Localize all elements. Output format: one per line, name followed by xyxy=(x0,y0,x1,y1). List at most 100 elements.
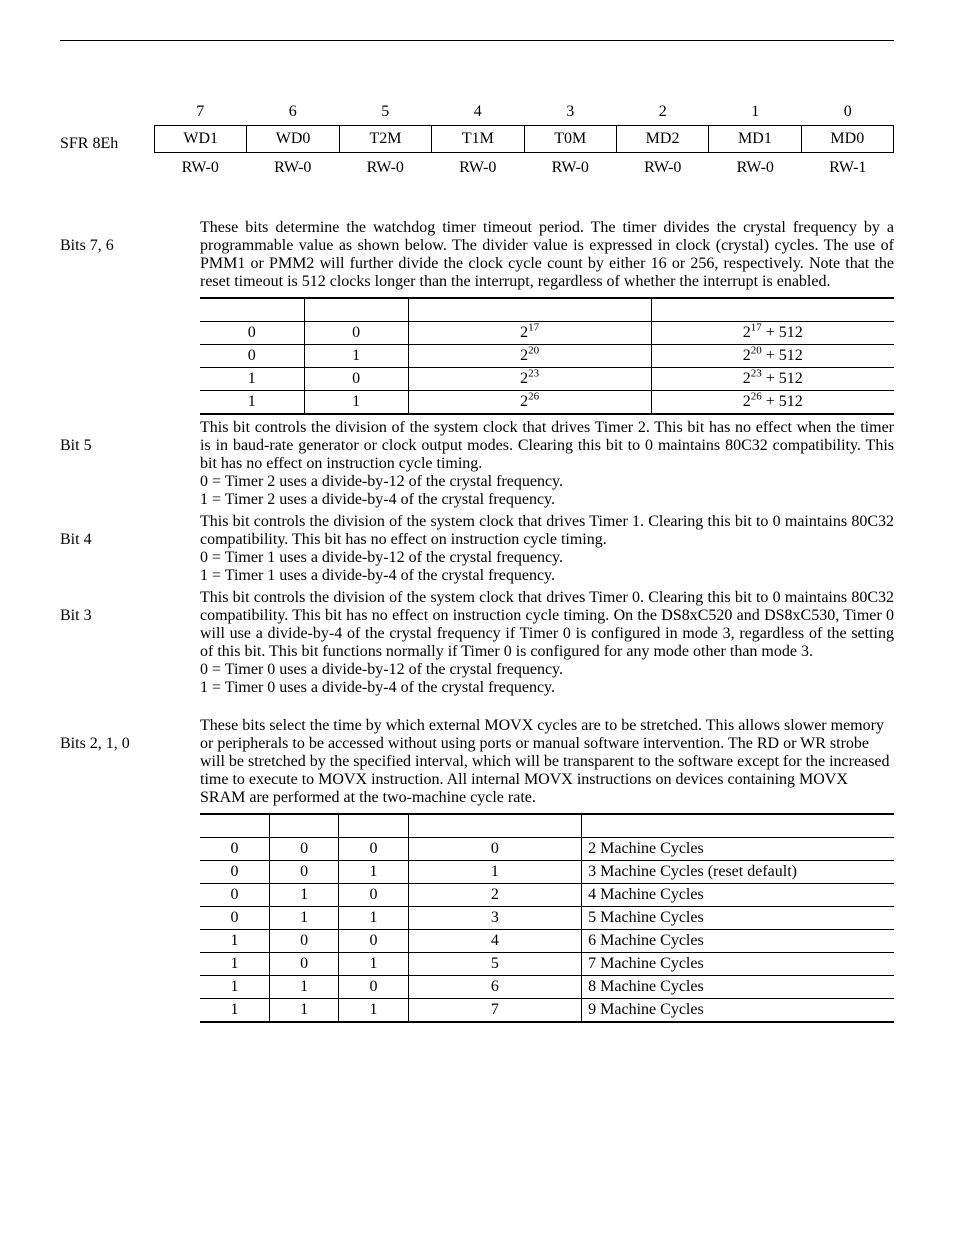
table-cell: 1 xyxy=(200,391,304,415)
page-top-rule xyxy=(60,40,894,41)
bit-definition-body: These bits determine the watchdog timer … xyxy=(200,219,894,415)
table-cell: 0 xyxy=(200,322,304,345)
table-cell: 0 xyxy=(339,884,408,907)
bit-definition: Bit 4This bit controls the division of t… xyxy=(60,513,894,585)
bit-option-line: 0 = Timer 0 uses a divide-by-12 of the c… xyxy=(200,661,894,679)
rw-flag: RW-0 xyxy=(709,157,802,179)
rw-flag: RW-0 xyxy=(154,157,247,179)
table-cell: 1 xyxy=(200,976,269,999)
table-cell: 220 xyxy=(408,345,651,368)
table-row: 01024 Machine Cycles xyxy=(200,884,894,907)
table-cell: 0 xyxy=(339,838,408,861)
bit-name-cell: MD1 xyxy=(709,126,801,153)
bit-name-cell: T0M xyxy=(524,126,616,153)
table-cell: 226 xyxy=(408,391,651,415)
table-cell: 2 Machine Cycles xyxy=(582,838,894,861)
bit-definition: Bits 7, 6These bits determine the watchd… xyxy=(60,219,894,415)
table-cell: 1 xyxy=(269,907,338,930)
table-cell: 5 Machine Cycles xyxy=(582,907,894,930)
bit-definition-body: This bit controls the division of the sy… xyxy=(200,589,894,697)
bit-definition: Bits 2, 1, 0These bits select the time b… xyxy=(60,717,894,1023)
bit-option-line: 1 = Timer 2 uses a divide-by-4 of the cr… xyxy=(200,491,894,509)
table-row: 11226226 + 512 xyxy=(200,391,894,415)
table-cell: 0 xyxy=(269,930,338,953)
stretch-table: 00002 Machine Cycles00113 Machine Cycles… xyxy=(200,813,894,1023)
table-cell: 0 xyxy=(304,368,408,391)
table-cell: 7 xyxy=(408,999,582,1023)
sfr-bit-name-table: WD1WD0T2MT1MT0MMD2MD1MD0 xyxy=(154,125,894,153)
table-cell: 6 xyxy=(408,976,582,999)
sfr-rw-row: RW-0RW-0RW-0RW-0RW-0RW-0RW-0RW-1 xyxy=(154,157,894,179)
rw-flag: RW-0 xyxy=(617,157,710,179)
table-cell: 1 xyxy=(200,999,269,1023)
table-cell: 4 Machine Cycles xyxy=(582,884,894,907)
table-cell: 0 xyxy=(339,930,408,953)
table-cell: 5 xyxy=(408,953,582,976)
table-row: 01220220 + 512 xyxy=(200,345,894,368)
table-cell: 0 xyxy=(200,907,269,930)
bit-number: 1 xyxy=(709,101,802,123)
rw-flag: RW-0 xyxy=(247,157,340,179)
table-row: 11179 Machine Cycles xyxy=(200,999,894,1023)
bit-definition-body: These bits select the time by which exte… xyxy=(200,717,894,1023)
table-cell: 2 xyxy=(408,884,582,907)
rw-flag: RW-1 xyxy=(802,157,895,179)
table-cell: 3 Machine Cycles (reset default) xyxy=(582,861,894,884)
bit-number: 7 xyxy=(154,101,247,123)
bit-definition: Bit 3This bit controls the division of t… xyxy=(60,589,894,697)
bit-number: 4 xyxy=(432,101,525,123)
bit-name-cell: MD0 xyxy=(801,126,893,153)
bit-number: 0 xyxy=(802,101,895,123)
table-cell: 1 xyxy=(200,953,269,976)
sfr-block: 76543210 SFR 8Eh WD1WD0T2MT1MT0MMD2MD1MD… xyxy=(60,101,894,179)
bit-number-row: 76543210 xyxy=(154,101,894,123)
table-cell: 0 xyxy=(408,838,582,861)
table-row: 10157 Machine Cycles xyxy=(200,953,894,976)
table-cell: 1 xyxy=(200,368,304,391)
bit-number: 6 xyxy=(247,101,340,123)
bit-number: 2 xyxy=(617,101,710,123)
bit-number: 5 xyxy=(339,101,432,123)
table-cell: 1 xyxy=(200,930,269,953)
table-cell: 0 xyxy=(200,884,269,907)
table-cell: 1 xyxy=(304,391,408,415)
watchdog-table: 00217217 + 51201220220 + 51210223223 + 5… xyxy=(200,297,894,415)
table-cell: 220 + 512 xyxy=(651,345,894,368)
table-cell: 4 xyxy=(408,930,582,953)
table-cell: 0 xyxy=(200,345,304,368)
bit-option-line: 1 = Timer 1 uses a divide-by-4 of the cr… xyxy=(200,567,894,585)
table-cell: 3 xyxy=(408,907,582,930)
table-cell: 223 xyxy=(408,368,651,391)
table-row: 01135 Machine Cycles xyxy=(200,907,894,930)
bit-definition-label: Bit 3 xyxy=(60,589,200,697)
table-cell: 0 xyxy=(269,861,338,884)
bit-option-line: 0 = Timer 1 uses a divide-by-12 of the c… xyxy=(200,549,894,567)
table-cell: 1 xyxy=(408,861,582,884)
table-row: 00113 Machine Cycles (reset default) xyxy=(200,861,894,884)
bit-definition-label: Bits 2, 1, 0 xyxy=(60,717,200,1023)
table-cell: 6 Machine Cycles xyxy=(582,930,894,953)
bit-definition-body: This bit controls the division of the sy… xyxy=(200,513,894,585)
table-cell: 7 Machine Cycles xyxy=(582,953,894,976)
table-cell: 0 xyxy=(304,322,408,345)
bit-definition-body: This bit controls the division of the sy… xyxy=(200,419,894,509)
sfr-address-label: SFR 8Eh xyxy=(60,135,154,153)
table-cell: 0 xyxy=(269,838,338,861)
table-cell: 1 xyxy=(339,953,408,976)
table-cell: 1 xyxy=(304,345,408,368)
table-cell: 0 xyxy=(200,838,269,861)
table-cell: 0 xyxy=(269,953,338,976)
bit-name-cell: WD1 xyxy=(155,126,247,153)
bit-definition-label: Bit 4 xyxy=(60,513,200,585)
table-cell: 1 xyxy=(339,907,408,930)
table-row: 10046 Machine Cycles xyxy=(200,930,894,953)
bit-definition-label: Bit 5 xyxy=(60,419,200,509)
bit-name-cell: WD0 xyxy=(247,126,339,153)
table-cell: 1 xyxy=(269,999,338,1023)
table-cell: 217 xyxy=(408,322,651,345)
rw-flag: RW-0 xyxy=(339,157,432,179)
bit-name-cell: T2M xyxy=(339,126,431,153)
table-cell: 1 xyxy=(269,884,338,907)
bit-option-line: 0 = Timer 2 uses a divide-by-12 of the c… xyxy=(200,473,894,491)
rw-flag: RW-0 xyxy=(432,157,525,179)
